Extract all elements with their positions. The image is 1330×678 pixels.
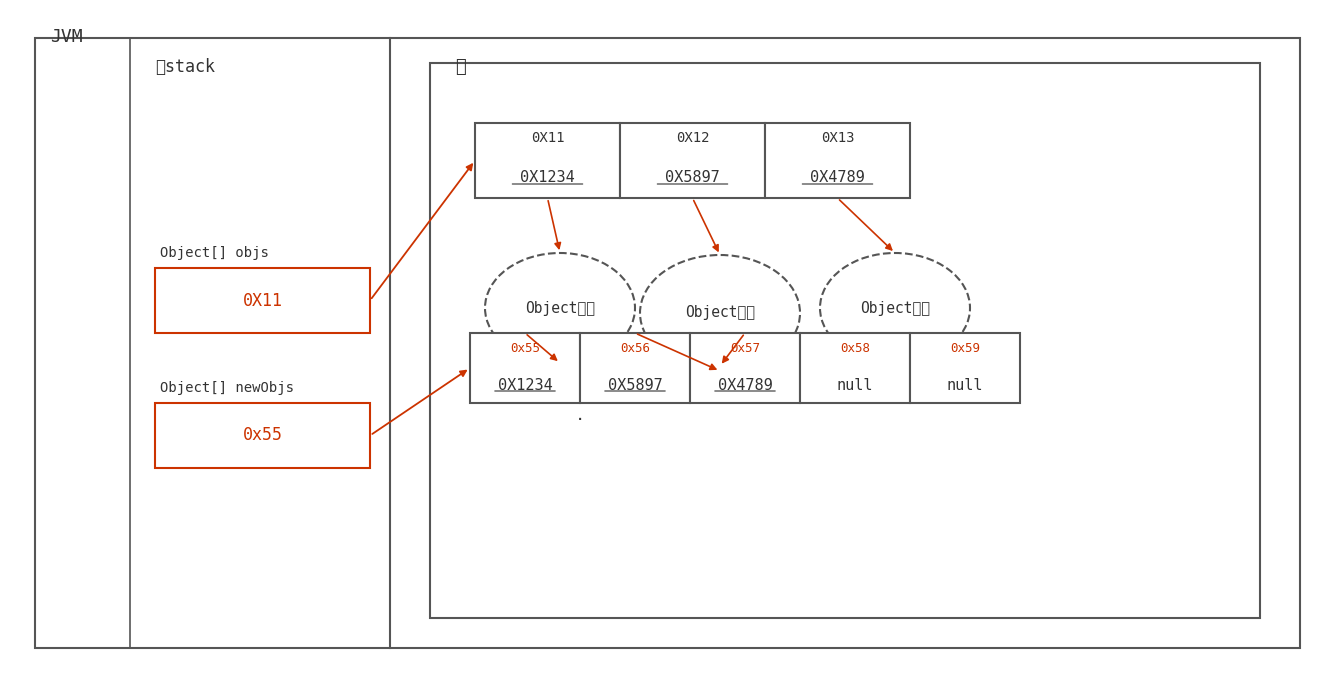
FancyBboxPatch shape <box>430 63 1260 618</box>
Text: 0X11: 0X11 <box>531 131 564 145</box>
Text: 0X4789: 0X4789 <box>718 378 773 393</box>
Text: 0x57: 0x57 <box>730 342 759 355</box>
Text: Object对象: Object对象 <box>685 306 755 321</box>
Text: Object对象: Object对象 <box>861 300 930 315</box>
Text: 0X11: 0X11 <box>242 292 282 309</box>
Text: 0X12: 0X12 <box>676 131 709 145</box>
Text: Object[] newObjs: Object[] newObjs <box>160 381 294 395</box>
Text: null: null <box>947 378 983 393</box>
Text: 0X1234: 0X1234 <box>520 170 575 186</box>
Text: 0x55: 0x55 <box>242 426 282 445</box>
Ellipse shape <box>640 255 801 371</box>
Text: JVM: JVM <box>51 28 82 46</box>
Text: 0x59: 0x59 <box>950 342 980 355</box>
Text: 0x55: 0x55 <box>509 342 540 355</box>
Text: Object[] objs: Object[] objs <box>160 246 269 260</box>
Text: 0X5897: 0X5897 <box>608 378 662 393</box>
Text: 0X5897: 0X5897 <box>665 170 720 186</box>
Ellipse shape <box>485 253 634 363</box>
FancyBboxPatch shape <box>469 333 580 403</box>
Text: 栈stack: 栈stack <box>156 58 215 76</box>
Ellipse shape <box>821 253 970 363</box>
Text: 0x56: 0x56 <box>620 342 650 355</box>
Text: 0X13: 0X13 <box>821 131 854 145</box>
FancyBboxPatch shape <box>620 123 765 198</box>
Text: null: null <box>837 378 874 393</box>
FancyBboxPatch shape <box>475 123 620 198</box>
Text: ·: · <box>577 410 583 429</box>
Text: 0x58: 0x58 <box>841 342 870 355</box>
FancyBboxPatch shape <box>580 333 690 403</box>
Text: Object对象: Object对象 <box>525 300 595 315</box>
FancyBboxPatch shape <box>35 38 1299 648</box>
FancyBboxPatch shape <box>156 403 370 468</box>
FancyBboxPatch shape <box>801 333 910 403</box>
Text: 0X4789: 0X4789 <box>810 170 865 186</box>
FancyBboxPatch shape <box>690 333 801 403</box>
FancyBboxPatch shape <box>156 268 370 333</box>
FancyBboxPatch shape <box>765 123 910 198</box>
Text: 堆: 堆 <box>455 58 465 76</box>
Text: 0X1234: 0X1234 <box>497 378 552 393</box>
FancyBboxPatch shape <box>910 333 1020 403</box>
